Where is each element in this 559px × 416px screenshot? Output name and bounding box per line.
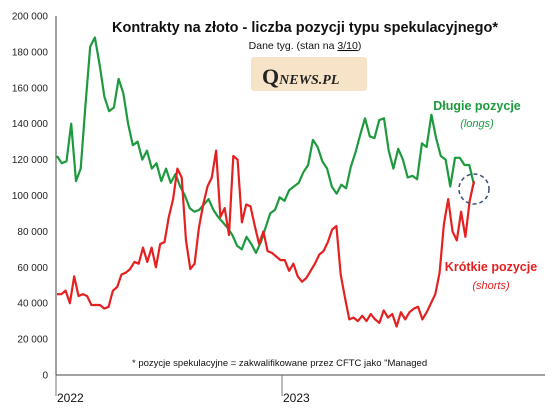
- chart-title: Kontrakty na złoto - liczba pozycji typu…: [112, 20, 498, 36]
- subtitle-date: 3/10: [337, 40, 358, 52]
- y-tick-label: 60 000: [17, 263, 48, 274]
- y-tick-label: 200 000: [12, 12, 49, 23]
- series-label-shorts: Krótkie pozycje: [445, 260, 537, 274]
- series-note-longs: (longs): [460, 118, 494, 130]
- logo-small-text: NEWS.PL: [278, 73, 339, 88]
- logo-background: [251, 57, 367, 91]
- subtitle-suffix: ): [358, 40, 362, 52]
- y-tick-label: 100 000: [12, 191, 49, 202]
- y-tick-label: 80 000: [17, 227, 48, 238]
- qnews-logo: QNEWS.PL: [251, 57, 367, 91]
- chart-subtitle: Dane tyg. (stan na 3/10): [249, 40, 362, 52]
- y-tick-label: 20 000: [17, 335, 48, 346]
- subtitle-prefix: Dane tyg. (stan na: [249, 40, 338, 52]
- y-tick-labels: 0 20 000 40 000 60 000 80 000 100 000 120 000 1…: [12, 12, 49, 382]
- x-tick-label-2023: 2023: [283, 391, 310, 405]
- series-note-shorts: (shorts): [472, 280, 510, 292]
- x-tick-label-2022: 2022: [57, 391, 84, 405]
- logo-text: QNEWS.PL: [262, 64, 339, 89]
- y-tick-label: 140 000: [12, 119, 49, 130]
- series-line-longs: [56, 36, 476, 254]
- y-tick-label: 120 000: [12, 155, 49, 166]
- highlight-circle: [458, 173, 490, 205]
- series-label-longs: Długie pozycje: [433, 99, 521, 113]
- footnote: * pozycje spekulacyjne = zakwalifikowane…: [132, 358, 427, 369]
- y-tick-label: 40 000: [17, 299, 48, 310]
- logo-big-letter: Q: [262, 64, 279, 89]
- y-tick-label: 160 000: [12, 83, 49, 94]
- y-tick-label: 0: [42, 371, 48, 382]
- y-tick-label: 180 000: [12, 47, 49, 58]
- series-line-shorts: [57, 149, 476, 328]
